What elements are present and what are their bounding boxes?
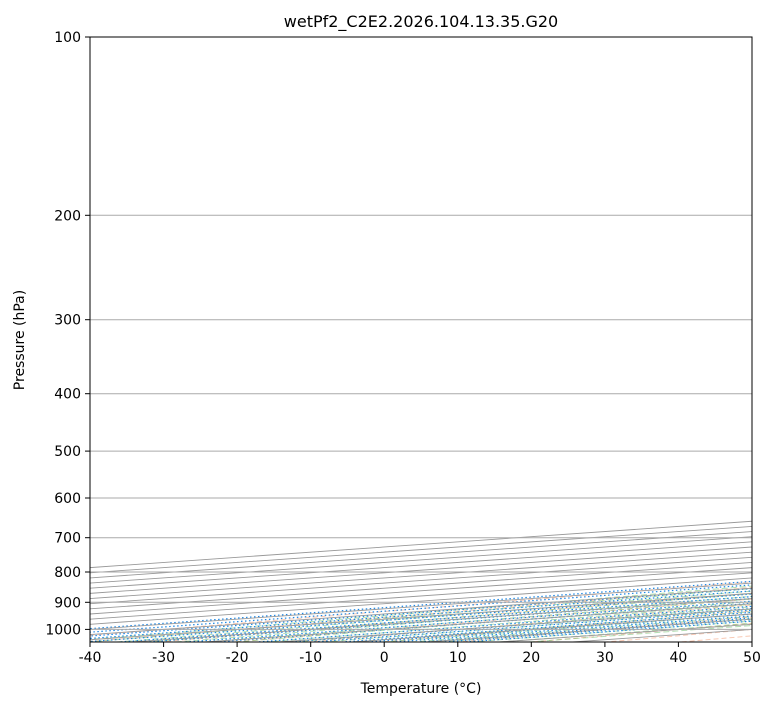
y-tick-label-6: 700 (54, 531, 81, 547)
y-axis-label: Pressure (hPa) (12, 290, 28, 390)
y-tick-label-7: 800 (54, 565, 81, 581)
x-tick-label-7: 30 (596, 650, 614, 666)
y-tick-label-0: 100 (54, 30, 81, 46)
y-tick-label-9: 1000 (45, 622, 81, 638)
x-tick-label-4: 0 (380, 650, 389, 666)
x-axis-label: Temperature (°C) (360, 681, 482, 697)
x-tick-label-5: 10 (449, 650, 467, 666)
y-tick-label-2: 300 (54, 313, 81, 329)
x-tick-label-0: -40 (79, 650, 102, 666)
y-tick-label-4: 500 (54, 444, 81, 460)
x-tick-label-3: -10 (299, 650, 322, 666)
y-tick-label-5: 600 (54, 491, 81, 507)
x-tick-label-1: -30 (152, 650, 175, 666)
y-tick-label-3: 400 (54, 387, 81, 403)
x-tick-label-2: -20 (226, 650, 249, 666)
x-tick-label-6: 20 (522, 650, 540, 666)
x-tick-label-8: 40 (669, 650, 687, 666)
chart-title: wetPf2_C2E2.2026.104.13.35.G20 (284, 12, 558, 32)
y-tick-label-1: 200 (54, 208, 81, 224)
y-tick-label-8: 900 (54, 595, 81, 611)
x-tick-label-9: 50 (743, 650, 761, 666)
